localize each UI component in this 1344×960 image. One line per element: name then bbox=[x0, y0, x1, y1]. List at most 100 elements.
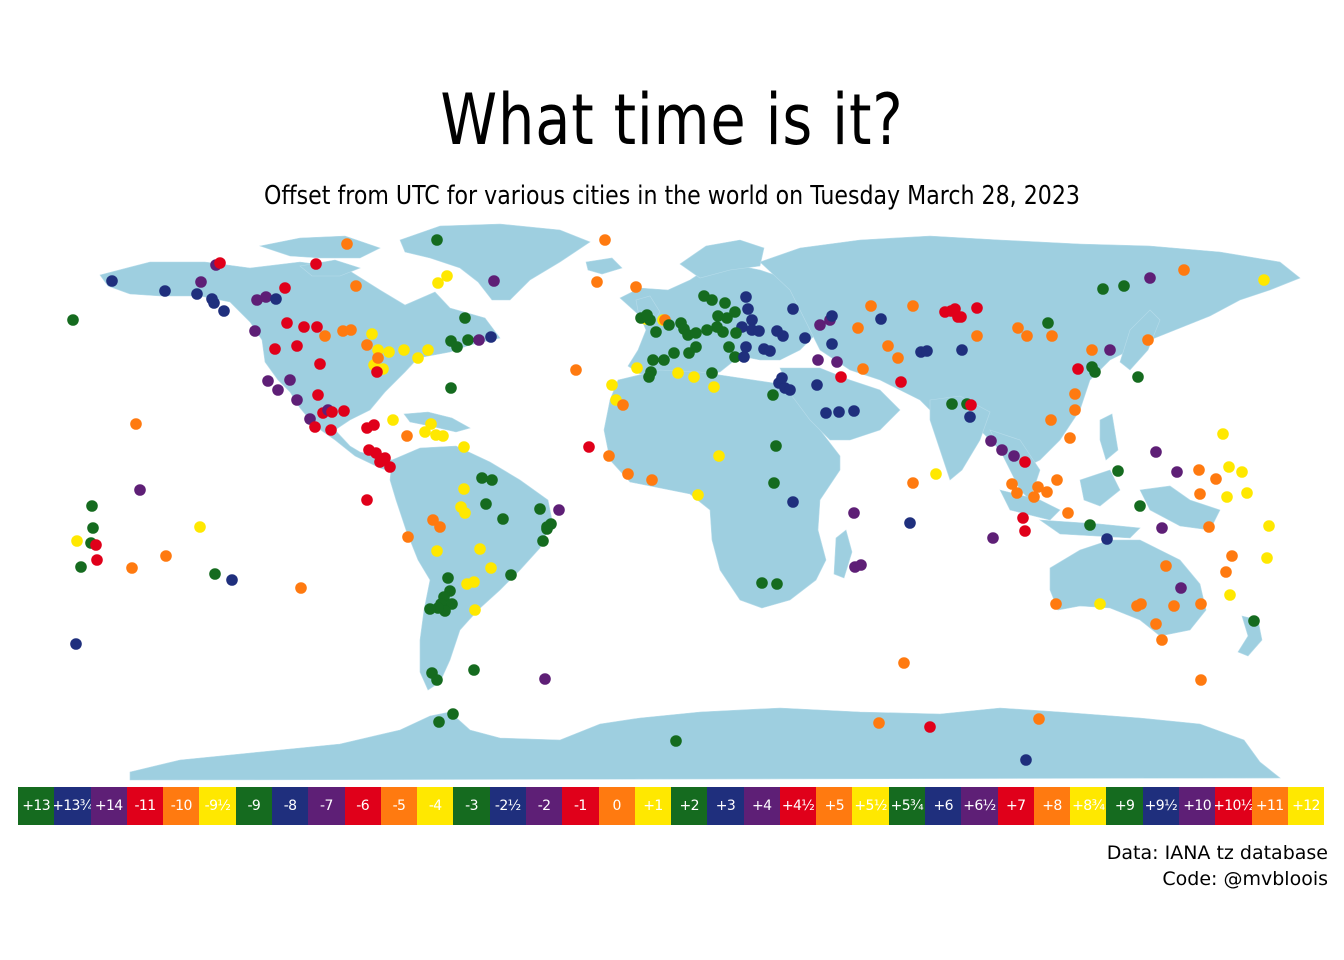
city-dot bbox=[904, 517, 916, 529]
city-dot bbox=[480, 498, 492, 510]
city-dot bbox=[857, 363, 869, 375]
city-dot bbox=[964, 411, 976, 423]
legend-item: +2 bbox=[671, 787, 708, 825]
city-dot bbox=[713, 450, 725, 462]
city-dot bbox=[1112, 465, 1124, 477]
city-dot bbox=[194, 521, 206, 533]
city-dot bbox=[971, 330, 983, 342]
city-dot bbox=[325, 424, 337, 436]
city-dot bbox=[1101, 533, 1113, 545]
city-dot bbox=[1131, 600, 1143, 612]
city-dot bbox=[708, 381, 720, 393]
city-dot bbox=[368, 419, 380, 431]
city-dot bbox=[371, 366, 383, 378]
city-dot bbox=[701, 324, 713, 336]
city-dot bbox=[1203, 521, 1215, 533]
legend-item: -11 bbox=[126, 787, 164, 825]
city-dot bbox=[486, 474, 498, 486]
city-dot bbox=[820, 407, 832, 419]
city-dot bbox=[126, 562, 138, 574]
page-subtitle: Offset from UTC for various cities in th… bbox=[264, 181, 1080, 211]
city-dot bbox=[442, 572, 454, 584]
city-dot bbox=[907, 300, 919, 312]
city-dot bbox=[770, 440, 782, 452]
city-dot bbox=[370, 447, 382, 459]
legend-item: -1 bbox=[562, 787, 599, 825]
city-dot bbox=[852, 322, 864, 334]
city-dot bbox=[1258, 274, 1270, 286]
credits: Data: IANA tz database Code: @mvbloois bbox=[1107, 840, 1328, 892]
city-dot bbox=[159, 285, 171, 297]
city-dot bbox=[670, 735, 682, 747]
city-dot bbox=[311, 321, 323, 333]
city-dot bbox=[647, 354, 659, 366]
city-dot bbox=[1168, 600, 1180, 612]
city-dot bbox=[650, 326, 662, 338]
city-dot bbox=[1156, 522, 1168, 534]
city-dot bbox=[1017, 512, 1029, 524]
city-dot bbox=[1263, 520, 1275, 532]
city-dot bbox=[70, 638, 82, 650]
city-dot bbox=[946, 398, 958, 410]
city-dot bbox=[350, 280, 362, 292]
city-dot bbox=[488, 275, 500, 287]
city-dot bbox=[690, 327, 702, 339]
city-dot bbox=[270, 293, 282, 305]
city-dot bbox=[1069, 404, 1081, 416]
city-dot bbox=[1175, 582, 1187, 594]
legend-item: +8¾ bbox=[1070, 787, 1107, 825]
city-dot bbox=[1223, 461, 1235, 473]
city-dot bbox=[445, 382, 457, 394]
city-dot bbox=[447, 708, 459, 720]
legend-item: -7 bbox=[308, 787, 345, 825]
city-dot bbox=[1086, 344, 1098, 356]
city-dot bbox=[848, 507, 860, 519]
legend-item: -2½ bbox=[489, 787, 526, 825]
city-dot bbox=[641, 309, 653, 321]
city-dot bbox=[437, 430, 449, 442]
city-dot bbox=[379, 452, 391, 464]
city-dot bbox=[412, 352, 424, 364]
city-dot bbox=[1104, 344, 1116, 356]
city-dot bbox=[1094, 598, 1106, 610]
city-dot bbox=[882, 340, 894, 352]
city-dot bbox=[776, 372, 788, 384]
city-dot bbox=[672, 367, 684, 379]
city-dot bbox=[1142, 334, 1154, 346]
city-dot bbox=[949, 303, 961, 315]
city-dot bbox=[91, 554, 103, 566]
legend-item: -4 bbox=[417, 787, 454, 825]
city-dot bbox=[298, 321, 310, 333]
city-dot bbox=[272, 384, 284, 396]
city-dot bbox=[1178, 264, 1190, 276]
city-dot bbox=[712, 310, 724, 322]
city-dot bbox=[469, 604, 481, 616]
city-dot bbox=[875, 313, 887, 325]
legend-item: +6 bbox=[925, 787, 962, 825]
city-dot bbox=[86, 500, 98, 512]
city-dot bbox=[738, 351, 750, 363]
legend-item: -9 bbox=[235, 787, 272, 825]
city-dot bbox=[658, 354, 670, 366]
page-title: What time is it? bbox=[440, 79, 904, 161]
city-dot bbox=[784, 384, 796, 396]
city-dot bbox=[441, 270, 453, 282]
city-dot bbox=[1194, 488, 1206, 500]
legend-item: +6½ bbox=[961, 787, 998, 825]
city-dot bbox=[1046, 330, 1058, 342]
legend-item: +7 bbox=[997, 787, 1034, 825]
legend-item: 0 bbox=[598, 787, 635, 825]
city-dot bbox=[1236, 466, 1248, 478]
city-dot bbox=[387, 414, 399, 426]
city-dot bbox=[848, 405, 860, 417]
utc-offset-legend: +13 +13¾ +14 -11 -10 -9½ -9 -8 -7 -6 -5 -4 -3 -2½ -2 -1… bbox=[18, 787, 1325, 825]
city-dot bbox=[723, 341, 735, 353]
city-dot bbox=[106, 275, 118, 287]
city-dot bbox=[1150, 618, 1162, 630]
city-dot bbox=[622, 468, 634, 480]
city-dot bbox=[191, 288, 203, 300]
legend-item: +9½ bbox=[1142, 787, 1179, 825]
city-dot bbox=[485, 562, 497, 574]
city-dot bbox=[599, 234, 611, 246]
city-dot bbox=[1042, 317, 1054, 329]
